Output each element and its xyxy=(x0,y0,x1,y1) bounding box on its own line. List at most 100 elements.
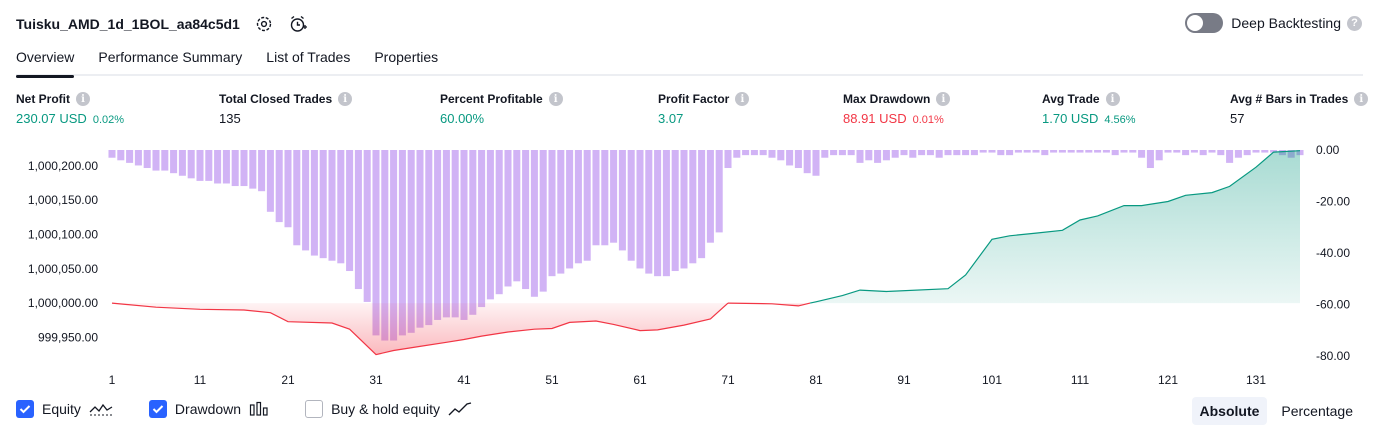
drawdown-bar xyxy=(979,150,987,153)
info-icon[interactable]: i xyxy=(338,92,353,106)
drawdown-checkbox[interactable] xyxy=(148,400,167,418)
drawdown-bar xyxy=(856,150,864,163)
avg-bars-value: 57 xyxy=(1230,111,1245,126)
drawdown-bar xyxy=(143,150,151,169)
tab-list-of-trades[interactable]: List of Trades xyxy=(266,49,351,65)
percentage-button[interactable]: Percentage xyxy=(1281,403,1353,419)
metric-label-text: Profit Factor xyxy=(658,92,730,106)
drawdown-bar xyxy=(196,150,204,181)
drawdown-bar xyxy=(970,150,978,156)
equity-profit-area xyxy=(810,150,1300,304)
drawdown-bar xyxy=(1067,150,1075,153)
toggle-knob xyxy=(1187,15,1204,31)
metric-value: 230.07 USD 0.02% xyxy=(16,111,124,126)
drawdown-bar xyxy=(214,150,222,184)
drawdown-bar xyxy=(258,150,266,192)
equity-fill xyxy=(112,150,1300,355)
drawdown-bar xyxy=(275,150,283,223)
metric-percent-profitable: Percent Profitable i 60.00% xyxy=(440,92,563,126)
drawdown-bar xyxy=(460,150,468,320)
equity-line-profit xyxy=(809,150,1301,304)
drawdown-bar xyxy=(249,150,257,189)
drawdown-bar xyxy=(390,150,398,341)
metric-total-closed-trades: Total Closed Trades i 135 xyxy=(219,92,353,126)
drawdown-bar xyxy=(988,150,996,153)
equity-drawdown-chart[interactable]: 1,000,200.00 1,000,150.00 1,000,100.00 1,00… xyxy=(0,140,1379,388)
x-tick-label: 101 xyxy=(982,373,1002,387)
drawdown-bar xyxy=(847,150,855,156)
info-icon[interactable]: i xyxy=(1354,92,1369,106)
x-tick-label: 111 xyxy=(1071,373,1090,387)
drawdown-bar xyxy=(1270,150,1278,153)
equity-checkbox[interactable] xyxy=(16,400,34,418)
drawdown-bar xyxy=(962,150,970,156)
buy-hold-checkbox[interactable] xyxy=(305,400,324,418)
drawdown-bar xyxy=(645,150,653,274)
help-icon[interactable]: ? xyxy=(1347,15,1362,31)
y-axis-left: 1,000,200.00 1,000,150.00 1,000,100.00 1,00… xyxy=(28,159,98,345)
drawdown-bar xyxy=(830,150,838,156)
legend-drawdown[interactable]: Drawdown xyxy=(148,400,269,418)
settings-icon[interactable] xyxy=(254,14,274,34)
drawdown-bar xyxy=(812,150,820,176)
percent-profitable-value: 60.00% xyxy=(440,111,485,126)
drawdown-bar xyxy=(469,150,477,315)
drawdown-bar xyxy=(1129,150,1137,153)
drawdown-bar xyxy=(231,150,239,187)
deep-backtesting: Deep Backtesting ? xyxy=(1185,13,1362,33)
drawdown-bar xyxy=(935,150,943,158)
drawdown-bar xyxy=(574,150,582,264)
drawdown-bar xyxy=(1120,150,1128,153)
report-tabs: Overview Performance Summary List of Tra… xyxy=(16,44,1363,78)
metric-label-text: Net Profit xyxy=(16,92,70,106)
info-icon[interactable]: i xyxy=(76,92,90,106)
drawdown-bar xyxy=(1173,150,1181,153)
drawdown-bar xyxy=(1182,150,1190,156)
legend-buy-hold[interactable]: Buy & hold equity xyxy=(305,400,472,418)
drawdown-bar xyxy=(1041,150,1049,156)
info-icon[interactable]: i xyxy=(1105,92,1120,106)
add-alert-icon[interactable] xyxy=(288,14,308,34)
drawdown-bar xyxy=(698,150,706,259)
drawdown-bar xyxy=(354,150,362,290)
x-tick-label: 131 xyxy=(1246,373,1266,387)
drawdown-bar xyxy=(750,150,758,156)
drawdown-bars xyxy=(108,150,1304,341)
metric-avg-trade: Avg Trade i 1.70 USD 4.56% xyxy=(1042,92,1136,126)
y-right-tick-label: -20.00 xyxy=(1316,195,1350,209)
drawdown-bar xyxy=(900,150,908,156)
drawdown-bar xyxy=(126,150,134,163)
drawdown-bar xyxy=(1085,150,1093,153)
drawdown-bar xyxy=(759,150,767,156)
info-icon[interactable]: i xyxy=(936,92,951,106)
drawdown-bar xyxy=(636,150,644,269)
y-right-tick-label: -40.00 xyxy=(1316,246,1350,260)
drawdown-bar xyxy=(601,150,609,246)
metric-label: Percent Profitable i xyxy=(440,92,563,106)
drawdown-bar xyxy=(768,150,776,158)
drawdown-bar xyxy=(944,150,952,156)
equity-line-loss xyxy=(727,302,811,307)
info-icon[interactable]: i xyxy=(548,92,563,106)
tab-overview[interactable]: Overview xyxy=(16,44,75,78)
drawdown-bar xyxy=(566,150,574,269)
info-icon[interactable]: i xyxy=(735,92,750,106)
drawdown-bar xyxy=(522,150,530,290)
max-drawdown-value: 88.91 USD xyxy=(843,111,907,126)
equity-loss-area xyxy=(112,303,728,355)
deep-backtesting-toggle[interactable] xyxy=(1185,13,1224,33)
drawdown-bar xyxy=(1014,150,1022,153)
absolute-button[interactable]: Absolute xyxy=(1191,397,1268,425)
net-profit-pct: 0.02% xyxy=(92,114,125,126)
legend-equity[interactable]: Equity xyxy=(16,400,113,418)
drawdown-bar xyxy=(680,150,688,269)
drawdown-bar xyxy=(794,150,802,169)
tab-properties[interactable]: Properties xyxy=(374,49,439,65)
drawdown-bar xyxy=(953,150,961,156)
drawdown-bar xyxy=(557,150,565,274)
x-tick-label: 71 xyxy=(721,373,735,387)
tab-performance-summary[interactable]: Performance Summary xyxy=(98,49,243,65)
y-axis-right: 0.00 -20.00 -40.00 -60.00 -80.00 xyxy=(1316,143,1350,363)
drawdown-bar xyxy=(821,150,829,158)
strategy-name: Tuisku_AMD_1d_1BOL_aa84c5d1 xyxy=(16,16,240,32)
